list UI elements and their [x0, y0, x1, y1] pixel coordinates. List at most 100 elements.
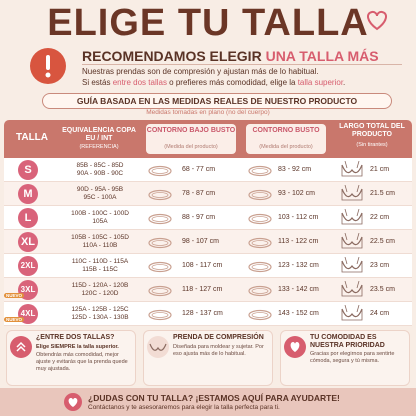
cup-equivalence: 120C - 120D — [81, 290, 119, 297]
header-note: (Sin tirantes) — [356, 142, 388, 148]
underbust: 78 - 87 cm — [182, 190, 216, 197]
heart-icon — [64, 393, 82, 411]
heart-icon — [367, 10, 387, 31]
underbust: 98 - 107 cm — [182, 238, 219, 245]
bust: 113 - 122 cm — [278, 238, 319, 245]
cup-equivalence: 85B - 85C - 85D — [76, 162, 124, 169]
cup-equivalence: 95C - 100A — [83, 194, 117, 201]
bust: 133 - 142 cm — [278, 286, 319, 293]
tip-title: ¿ENTRE DOS TALLAS? — [36, 334, 115, 341]
band-icon — [148, 188, 172, 201]
band-icon — [148, 260, 172, 273]
band-icon — [148, 236, 172, 249]
bra-icon — [340, 280, 364, 299]
tip-subtitle: Elige SIEMPRE la talla superior. — [36, 344, 119, 350]
recommendation-text: Nuestras prendas son de compresión y aju… — [82, 67, 319, 76]
footer-title: ¿DUDAS CON TU TALLA? ¡ESTAMOS AQUÍ PARA … — [88, 393, 340, 403]
header-box — [246, 124, 326, 154]
bra-icon — [340, 184, 364, 203]
size-badge: 2XL — [18, 256, 38, 276]
bra-icon — [340, 304, 364, 323]
text: Si estás — [82, 78, 113, 87]
band-icon — [248, 212, 272, 225]
cup-equivalence: 100B - 100C - 100D — [71, 210, 129, 217]
bust: 143 - 152 cm — [278, 310, 319, 317]
tip-text: Gracias por elegirnos para sentirte cómo… — [310, 351, 395, 364]
bra-icon — [340, 208, 364, 227]
underbust: 108 - 117 cm — [182, 262, 223, 269]
bra-icon — [340, 160, 364, 179]
cup-equivalence: 105B - 105C - 105D — [71, 234, 129, 241]
alert-icon — [30, 48, 66, 84]
bust: 83 - 92 cm — [278, 166, 312, 173]
tip-icon — [147, 336, 169, 358]
text: o prefieres más comodidad, elige la — [166, 78, 298, 87]
tip-title: PRENDA DE COMPRESIÓN — [173, 334, 264, 341]
new-badge: NUEVO — [4, 293, 25, 298]
tip-icon — [284, 336, 306, 358]
band-icon — [148, 308, 172, 321]
underbust: 68 - 77 cm — [182, 166, 216, 173]
cup-equivalence: 110C - 110D - 115A — [71, 258, 129, 265]
text: talla superior — [297, 78, 344, 87]
band-icon — [248, 164, 272, 177]
length: 22.5 cm — [370, 238, 395, 245]
band-icon — [148, 164, 172, 177]
cup-equivalence: 125A - 125B - 125C — [71, 306, 129, 313]
text: entre dos tallas — [112, 78, 167, 87]
length: 24 cm — [370, 310, 390, 317]
cup-equivalence: 115D - 120A - 120B — [71, 282, 129, 289]
header-title: CONTORNO BUSTO — [252, 127, 320, 134]
header-title: TALLA — [15, 132, 49, 143]
highlight: UNA TALLA MÁS — [265, 48, 379, 64]
band-icon — [248, 260, 272, 273]
size-badge: M — [18, 184, 38, 204]
size-badge: S — [18, 160, 38, 180]
footer: ¿DUDAS CON TU TALLA? ¡ESTAMOS AQUÍ PARA … — [0, 388, 416, 416]
bra-icon — [340, 232, 364, 251]
header-box — [146, 124, 236, 154]
header-title: CONTORNO BAJO BUSTO — [146, 127, 236, 134]
size-badge: XL — [18, 232, 38, 252]
length: 21.5 cm — [370, 190, 395, 197]
guide-subtitle: Medidas tomadas en plano (no del cuerpo) — [146, 109, 270, 116]
length: 23 cm — [370, 262, 390, 269]
bust: 93 - 102 cm — [278, 190, 315, 197]
guide-title: GUÍA BASADA EN LAS MEDIDAS REALES DE NUE… — [42, 93, 392, 109]
cup-equivalence: 125D - 130A - 130B — [71, 314, 129, 321]
tip-text: Diseñada para moldear y sujetar. Por eso… — [173, 344, 264, 357]
tip-title: TU COMODIDAD ES NUESTRA PRIORIDAD — [310, 334, 385, 349]
underbust: 128 - 137 cm — [182, 310, 223, 317]
header-note: (Medida del producto) — [259, 144, 313, 150]
underbust: 88 - 97 cm — [182, 214, 216, 221]
header-note: (Medida del producto) — [164, 144, 218, 150]
cup-equivalence: 105A — [92, 218, 108, 225]
size-badge: L — [18, 208, 38, 228]
recommendation-text: Si estás entre dos tallas o prefieres má… — [82, 78, 345, 87]
header-note: (REFERENCIA) — [79, 144, 119, 150]
band-icon — [248, 308, 272, 321]
recommendation-title: RECOMENDAMOS ELEGIR UNA TALLA MÁS — [82, 48, 379, 64]
new-badge: NUEVO — [4, 317, 25, 322]
text: . — [343, 78, 346, 87]
title: ELIGE TU TALLA — [47, 2, 369, 44]
length: 21 cm — [370, 166, 390, 173]
header-title: EQUIVALENCIA COPA EU / INT — [62, 127, 136, 142]
band-icon — [248, 188, 272, 201]
label: RECOMENDAMOS ELEGIR — [82, 48, 262, 64]
tip-text: Obtendrás más comodidad, mejor ajuste y … — [36, 352, 128, 372]
tip-icon — [10, 336, 32, 358]
cup-equivalence: 90A - 90B - 90C — [76, 170, 124, 177]
bust: 123 - 132 cm — [278, 262, 319, 269]
band-icon — [248, 284, 272, 297]
bust: 103 - 112 cm — [278, 214, 319, 221]
cup-equivalence: 90D - 95A - 95B — [76, 186, 124, 193]
footer-text: Contáctanos y te asesoraremos para elegi… — [88, 404, 280, 411]
band-icon — [148, 212, 172, 225]
band-icon — [148, 284, 172, 297]
cup-equivalence: 115B - 115C — [82, 266, 118, 273]
band-icon — [248, 236, 272, 249]
length: 23.5 cm — [370, 286, 395, 293]
tip-box — [280, 330, 410, 386]
